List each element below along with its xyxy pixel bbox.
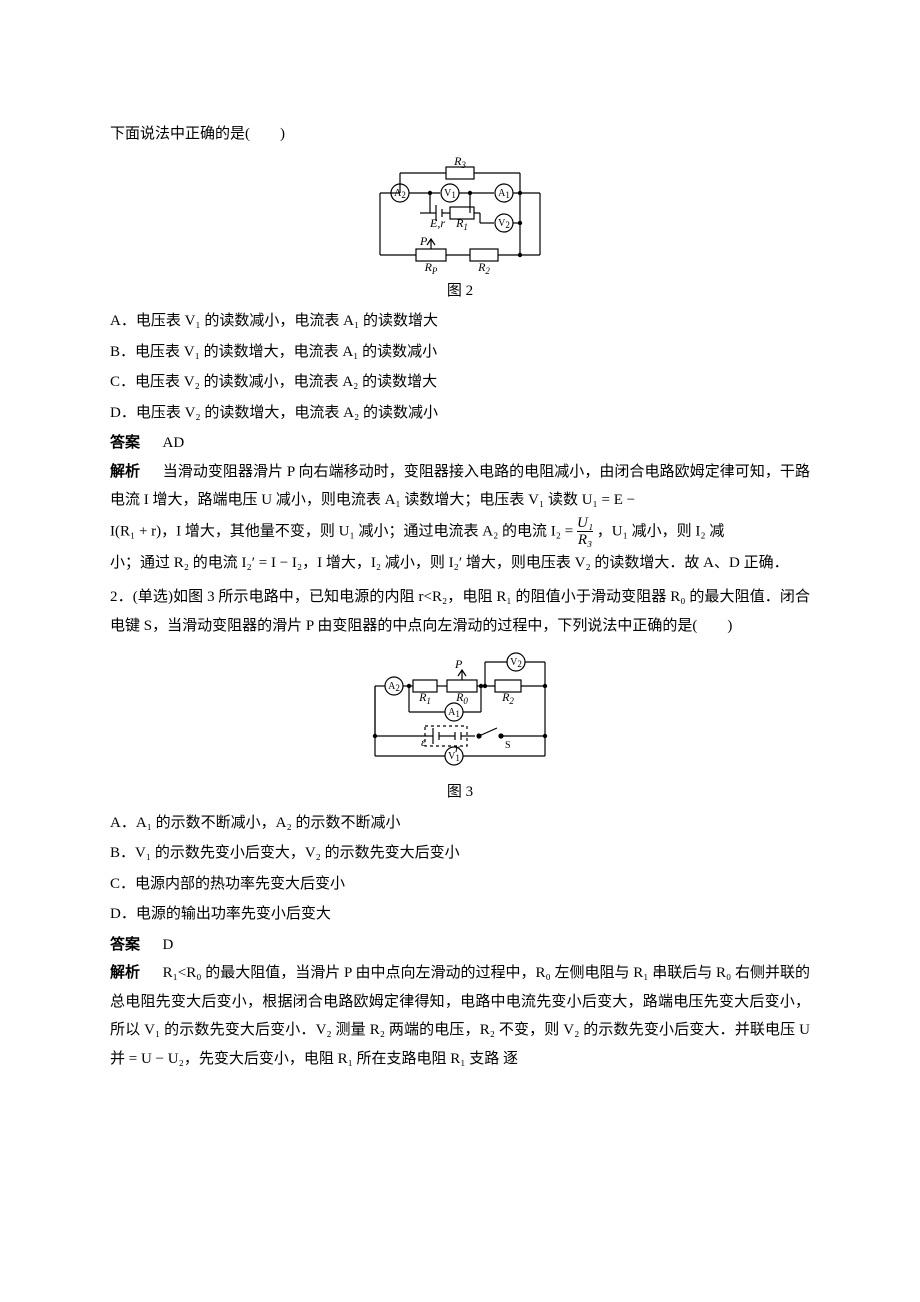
fraction: U₁ R₃ [577,515,593,549]
q1-explain-text-1: 当滑动变阻器滑片 P 向右端移动时，变阻器接入电路的电阻减小，由闭合电路欧姆定律… [110,464,810,509]
q1-explain-1: 解析 当滑动变阻器滑片 P 向右端移动时，变阻器接入电路的电阻减小，由闭合电路欧… [110,458,810,515]
q1-explain-2a: I(R₁ + r)，I 增大，其他量不变，则 U₁ 减小；通过电流表 A₂ 的电… [110,523,577,539]
q1-answer: AD [163,435,185,451]
svg-text:RP: RP [424,260,438,275]
svg-text:V2: V2 [498,218,510,230]
frac-den: R₃ [577,531,593,549]
svg-text:A1: A1 [498,188,510,200]
q1-option-d: D．电压表 V₂ 的读数增大，电流表 A₂ 的读数减小 [110,399,810,428]
q1-answer-line: 答案 AD [110,429,810,458]
q1-explain-2b: ，U₁ 减小，则 I₂ 减 [597,523,725,539]
q1-option-a: A．电压表 V₁ 的读数减小，电流表 A₁ 的读数增大 [110,307,810,336]
svg-text:ε: ε [421,735,426,749]
q1-option-c: C．电压表 V₂ 的读数减小，电流表 A₂ 的读数增大 [110,368,810,397]
svg-text:P: P [454,657,463,671]
explain-label-2: 解析 [110,964,140,981]
answer-label-2: 答案 [110,936,140,953]
q1-circuit-svg: R3 A2 V1 A1 E,r R1 V2 P RP R2 [360,155,560,275]
svg-text:R1: R1 [455,216,468,232]
q2-option-d: D．电源的输出功率先变小后变大 [110,900,810,929]
svg-text:E,r: E,r [429,216,445,230]
q1-stem: 下面说法中正确的是( ) [110,120,810,149]
q2-fig-caption: 图 3 [447,778,473,807]
q1-option-b: B．电压表 V₁ 的读数增大，电流表 A₁ 的读数减小 [110,338,810,367]
q1-fig-caption: 图 2 [447,277,473,306]
svg-text:R3: R3 [453,155,466,170]
svg-text:S: S [505,740,511,751]
q2-answer-line: 答案 D [110,931,810,960]
svg-text:R2: R2 [477,260,490,275]
q2-option-a: A．A₁ 的示数不断减小，A₂ 的示数不断减小 [110,809,810,838]
q1-explain-3: 小；通过 R₂ 的电流 I₂′ = I − I₂，I 增大，I₂ 减小，则 I₂… [110,549,810,578]
svg-text:V2: V2 [510,657,522,669]
svg-text:A2: A2 [394,188,406,200]
svg-text:A1: A1 [448,707,460,719]
q2-circuit-svg: V2 A2 R1 P R0 R2 A1 ε r S V1 [355,646,565,776]
q2-explain: 解析 R₁<R₀ 的最大阻值，当滑片 P 由中点向左滑动的过程中，R₀ 左侧电阻… [110,959,810,1073]
frac-num: U₁ [577,515,593,532]
svg-text:V1: V1 [444,188,456,200]
q2-explain-text: R₁<R₀ 的最大阻值，当滑片 P 由中点向左滑动的过程中，R₀ 左侧电阻与 R… [110,965,810,1067]
q1-explain-2: I(R₁ + r)，I 增大，其他量不变，则 U₁ 减小；通过电流表 A₂ 的电… [110,515,810,549]
q1-figure: R3 A2 V1 A1 E,r R1 V2 P RP R2 图 2 [110,155,810,306]
q2-stem: 2．(单选)如图 3 所示电路中，已知电源的内阻 r<R₂，电阻 R₁ 的阻值小… [110,583,810,640]
q2-option-b: B．V₁ 的示数先变小后变大，V₂ 的示数先变大后变小 [110,839,810,868]
svg-text:A2: A2 [388,681,400,693]
q2-option-c: C．电源内部的热功率先变大后变小 [110,870,810,899]
q2-figure: V2 A2 R1 P R0 R2 A1 ε r S V1 图 3 [110,646,810,807]
svg-text:P: P [419,234,428,248]
explain-label: 解析 [110,463,140,480]
answer-label: 答案 [110,434,140,451]
q2-answer: D [163,937,174,953]
svg-text:V1: V1 [448,751,460,763]
